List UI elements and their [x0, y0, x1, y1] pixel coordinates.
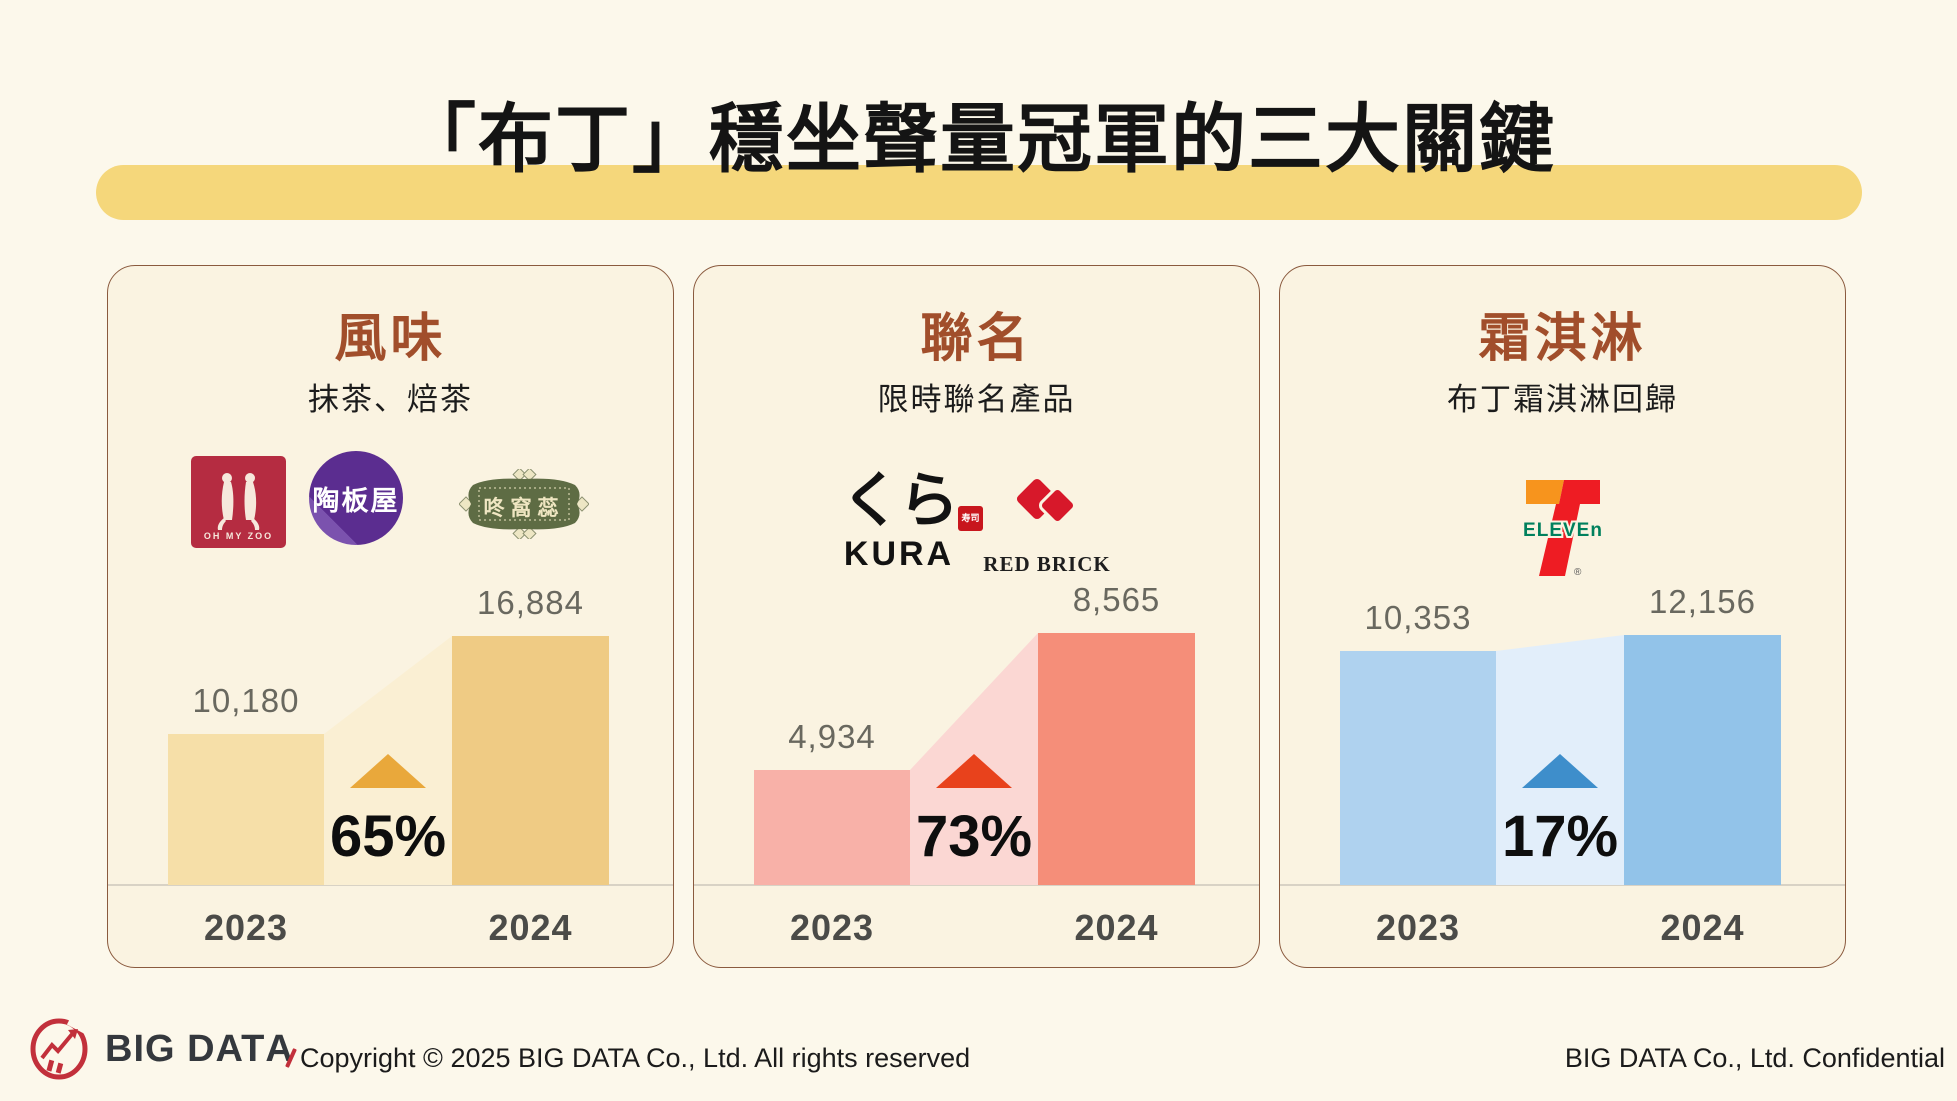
big-data-wordmark: BIG DATA — [105, 1028, 297, 1071]
axis-line — [108, 884, 673, 886]
seven-eleven-text: ELEVEn — [1523, 520, 1603, 541]
card-collab-title: 聯名 — [920, 310, 1033, 368]
growth-percent: 17% — [1501, 804, 1619, 869]
taban-ya-logo: 陶板屋 — [309, 451, 403, 545]
seven-eleven-logo: ELEVEn ® — [1518, 472, 1608, 582]
year-label: 2023 — [789, 907, 875, 948]
card-collab-subtitle: 限時聯名產品 — [877, 382, 1076, 417]
copyright-text: Copyright © 2025 BIG DATA Co., Ltd. All … — [300, 1043, 971, 1073]
bar-2023 — [168, 734, 324, 885]
value-label: 10,353 — [1364, 599, 1472, 636]
year-label: 2024 — [1660, 907, 1745, 948]
growth-triangle-icon — [936, 754, 1012, 788]
bar-2023 — [1340, 651, 1496, 885]
collab-logo-row: くら 寿司 KURA RED BRICK — [694, 446, 1259, 586]
kura-jp-label: くら 寿司 — [841, 466, 983, 535]
brand-accent-a: A — [265, 1028, 297, 1071]
card-softserve-subtitle: 布丁霜淇淋回歸 — [1447, 382, 1678, 417]
year-label: 2023 — [203, 907, 289, 948]
card-flavor: 風味 抹茶、焙茶 OH MY ZOO 陶板屋 — [107, 265, 674, 968]
flavor-chart: 10,180 16,884 65% 2023 2024 — [108, 266, 673, 967]
confidential-text: BIG DATA Co., Ltd. Confidential — [1564, 1043, 1945, 1073]
value-label: 12,156 — [1649, 583, 1756, 620]
dong-wo-rui-label: 咚窩蕊 — [483, 497, 565, 520]
footer-brand: BIG DATA — [27, 1018, 297, 1080]
seven-eleven-icon: ELEVEn ® — [1521, 480, 1604, 578]
card-softserve-title: 霜淇淋 — [1478, 310, 1647, 368]
kura-seal-icon: 寿司 — [958, 506, 983, 531]
big-data-logo-icon — [30, 1018, 92, 1080]
kura-en-label: KURA — [843, 535, 955, 573]
softserve-chart: 10,353 12,156 17% 2023 2024 — [1280, 266, 1845, 967]
collab-chart: 4,934 8,565 73% 2023 2024 — [694, 266, 1259, 967]
flavor-logo-row: OH MY ZOO 陶板屋 咚窩蕊 — [108, 446, 673, 586]
year-label: 2023 — [1375, 907, 1461, 948]
card-flavor-subtitle: 抹茶、焙茶 — [308, 382, 473, 417]
axis-line — [694, 884, 1259, 886]
card-collab: 聯名 限時聯名產品 くら 寿司 KURA RED BRICK 4,934 8,565… — [693, 265, 1260, 968]
value-label: 8,565 — [1072, 581, 1161, 618]
bar-2024 — [1624, 635, 1781, 885]
value-label: 16,884 — [477, 584, 584, 621]
page-title: 「布丁」穩坐聲量冠軍的三大關鍵 — [400, 97, 1556, 181]
taban-ya-label: 陶板屋 — [312, 485, 400, 516]
red-brick-logo: RED BRICK — [982, 470, 1112, 582]
bar-2024 — [1038, 633, 1195, 885]
axis-line — [1280, 884, 1845, 886]
growth-triangle-icon — [350, 754, 426, 788]
oh-my-zoo-logo: OH MY ZOO — [191, 456, 286, 548]
growth-percent: 73% — [915, 804, 1033, 869]
growth-triangle-icon — [1522, 754, 1598, 788]
bar-2023 — [754, 770, 910, 885]
softserve-logo-row: ELEVEn ® — [1280, 446, 1845, 586]
meerkat-icon — [217, 473, 260, 530]
growth-band — [1496, 635, 1624, 885]
growth-band — [324, 636, 452, 885]
kura-sushi-logo: くら 寿司 KURA — [829, 466, 983, 584]
green-badge-icon — [458, 467, 590, 541]
bar-2024 — [452, 636, 609, 885]
red-brick-label: RED BRICK — [983, 552, 1111, 576]
dong-wo-rui-logo: 咚窩蕊 — [458, 467, 590, 541]
year-label: 2024 — [1074, 907, 1159, 948]
growth-band — [910, 633, 1038, 885]
year-label: 2024 — [488, 907, 573, 948]
value-label: 10,180 — [192, 682, 300, 719]
card-softserve: 霜淇淋 布丁霜淇淋回歸 ELEVEn ® 10,353 12,156 17% 2023… — [1279, 265, 1846, 968]
title-highlight-bar — [96, 165, 1862, 220]
svg-text:®: ® — [1574, 567, 1582, 578]
value-label: 4,934 — [788, 718, 876, 755]
oh-my-zoo-label: OH MY ZOO — [203, 531, 274, 541]
red-brick-icon — [1013, 475, 1077, 525]
growth-percent: 65% — [329, 804, 447, 869]
card-flavor-title: 風味 — [334, 310, 447, 368]
